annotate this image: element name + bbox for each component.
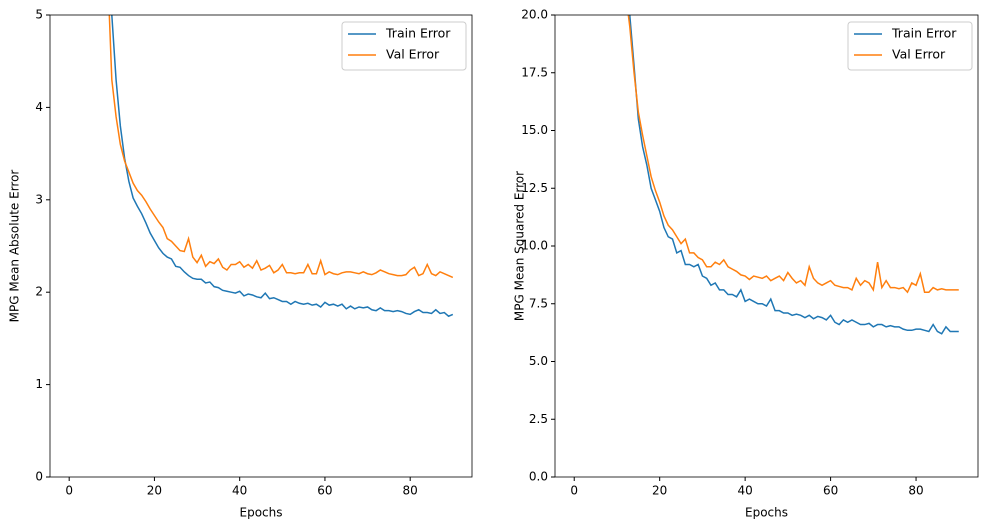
y-tick-label: 15.0: [521, 123, 548, 137]
line-series: [629, 15, 959, 335]
line-series: [108, 15, 454, 279]
y-tick-label: 3: [35, 192, 43, 206]
line-series: [111, 15, 454, 318]
y-tick-label: 12.5: [521, 181, 548, 195]
x-tick-label: 80: [403, 484, 418, 498]
y-tick-label: 2: [35, 285, 43, 299]
y-axis-label: MPG Mean Absolute Error: [8, 170, 22, 323]
legend-label: Val Error: [386, 47, 440, 62]
y-tick-label: 5: [35, 8, 43, 22]
x-tick-label: 20: [652, 484, 667, 498]
y-tick-label: 10.0: [521, 239, 548, 253]
legend-label: Train Error: [891, 26, 957, 41]
y-tick-label: 5.0: [529, 354, 548, 368]
axes-frame: [49, 14, 473, 478]
legend-label: Train Error: [385, 26, 451, 41]
axes: 0 20 40 60 80 0.0 2.5 5.0 7.5 10.0 12.5 15.0 17.5 20.…: [513, 8, 979, 520]
y-tick-label: 20.0: [521, 8, 548, 22]
x-axis-label: Epochs: [240, 506, 283, 520]
y-tick-label: 1: [35, 377, 43, 391]
legend-label: Val Error: [892, 47, 946, 62]
y-axis-label: MPG Mean Squared Error: [513, 171, 527, 321]
x-tick-label: 80: [908, 484, 923, 498]
line-series: [627, 15, 959, 294]
y-tick-label: 2.5: [529, 412, 548, 426]
x-tick-label: 20: [147, 484, 162, 498]
x-tick-label: 40: [737, 484, 752, 498]
x-tick-label: 60: [823, 484, 838, 498]
legend: Train Error Val Error: [341, 21, 467, 71]
x-tick-label: 0: [570, 484, 578, 498]
legend: Train Error Val Error: [847, 21, 973, 71]
y-tick-label: 17.5: [521, 65, 548, 79]
y-tick-label: 0.0: [529, 470, 548, 484]
x-tick-label: 40: [232, 484, 247, 498]
axes: 0 20 40 60 80 0 1 2 3 4 5 Epochs MPG Mean Absolute E…: [8, 8, 473, 520]
y-tick-label: 7.5: [529, 296, 548, 310]
y-tick-label: 0: [35, 470, 43, 484]
x-tick-label: 60: [317, 484, 332, 498]
x-tick-label: 0: [65, 484, 73, 498]
axes-frame: [554, 14, 979, 478]
x-axis-label: Epochs: [745, 506, 788, 520]
y-tick-label: 4: [35, 100, 43, 114]
